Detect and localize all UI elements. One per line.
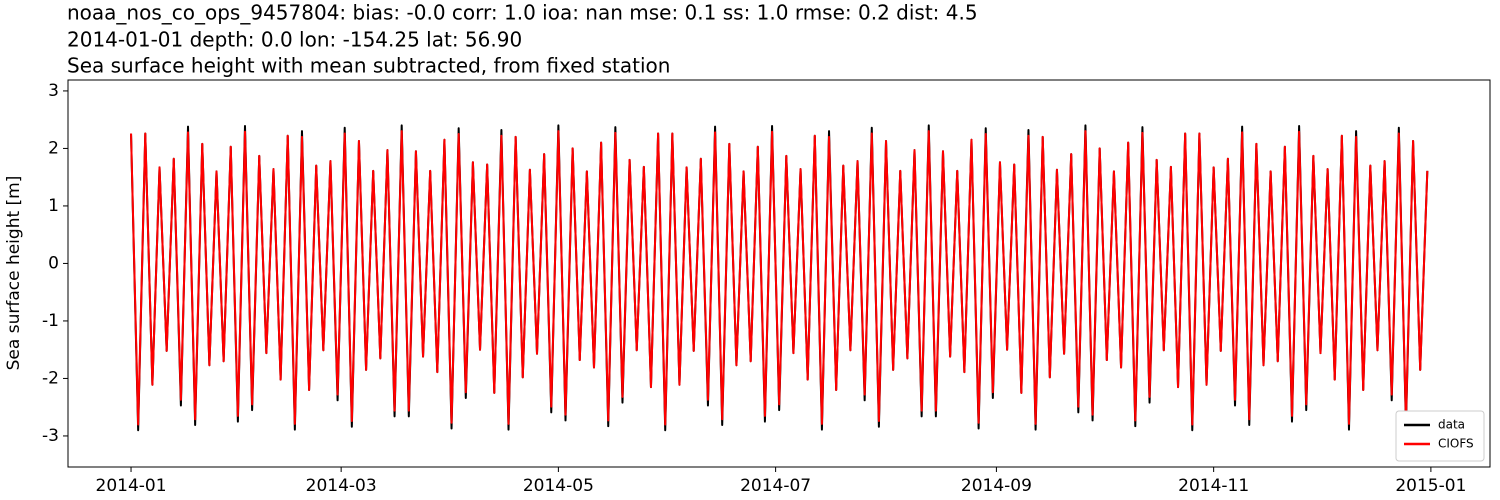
x-tick-label: 2014-01: [96, 476, 167, 496]
y-tick-label: -3: [42, 426, 59, 446]
y-tick-label: 2: [48, 138, 59, 158]
y-tick-label: 3: [48, 81, 59, 101]
x-tick-label: 2014-03: [306, 476, 377, 496]
x-tick-label: 2014-09: [961, 476, 1032, 496]
chart-subtitle: 2014-01-01 depth: 0.0 lon: -154.25 lat: …: [67, 28, 522, 52]
legend-label: CIOFS: [1438, 437, 1474, 451]
x-tick-label: 2014-11: [1178, 476, 1249, 496]
y-tick-label: 0: [48, 253, 59, 273]
x-tick-label: 2015-01: [1395, 476, 1466, 496]
series-line: [130, 130, 1429, 426]
x-tick-label: 2014-05: [523, 476, 594, 496]
x-tick-label: 2014-07: [740, 476, 811, 496]
chart-title: noaa_nos_co_ops_9457804: bias: -0.0 corr…: [67, 1, 978, 25]
y-axis-label: Sea surface height [m]: [4, 176, 24, 371]
plot-frame: [67, 79, 1491, 468]
chart-subtitle: Sea surface height with mean subtracted,…: [67, 54, 670, 78]
legend-label: data: [1438, 418, 1465, 432]
y-tick-label: -1: [42, 311, 59, 331]
y-tick-label: -2: [42, 368, 59, 388]
legend-box: [1395, 410, 1485, 462]
y-tick-label: 1: [48, 196, 59, 216]
